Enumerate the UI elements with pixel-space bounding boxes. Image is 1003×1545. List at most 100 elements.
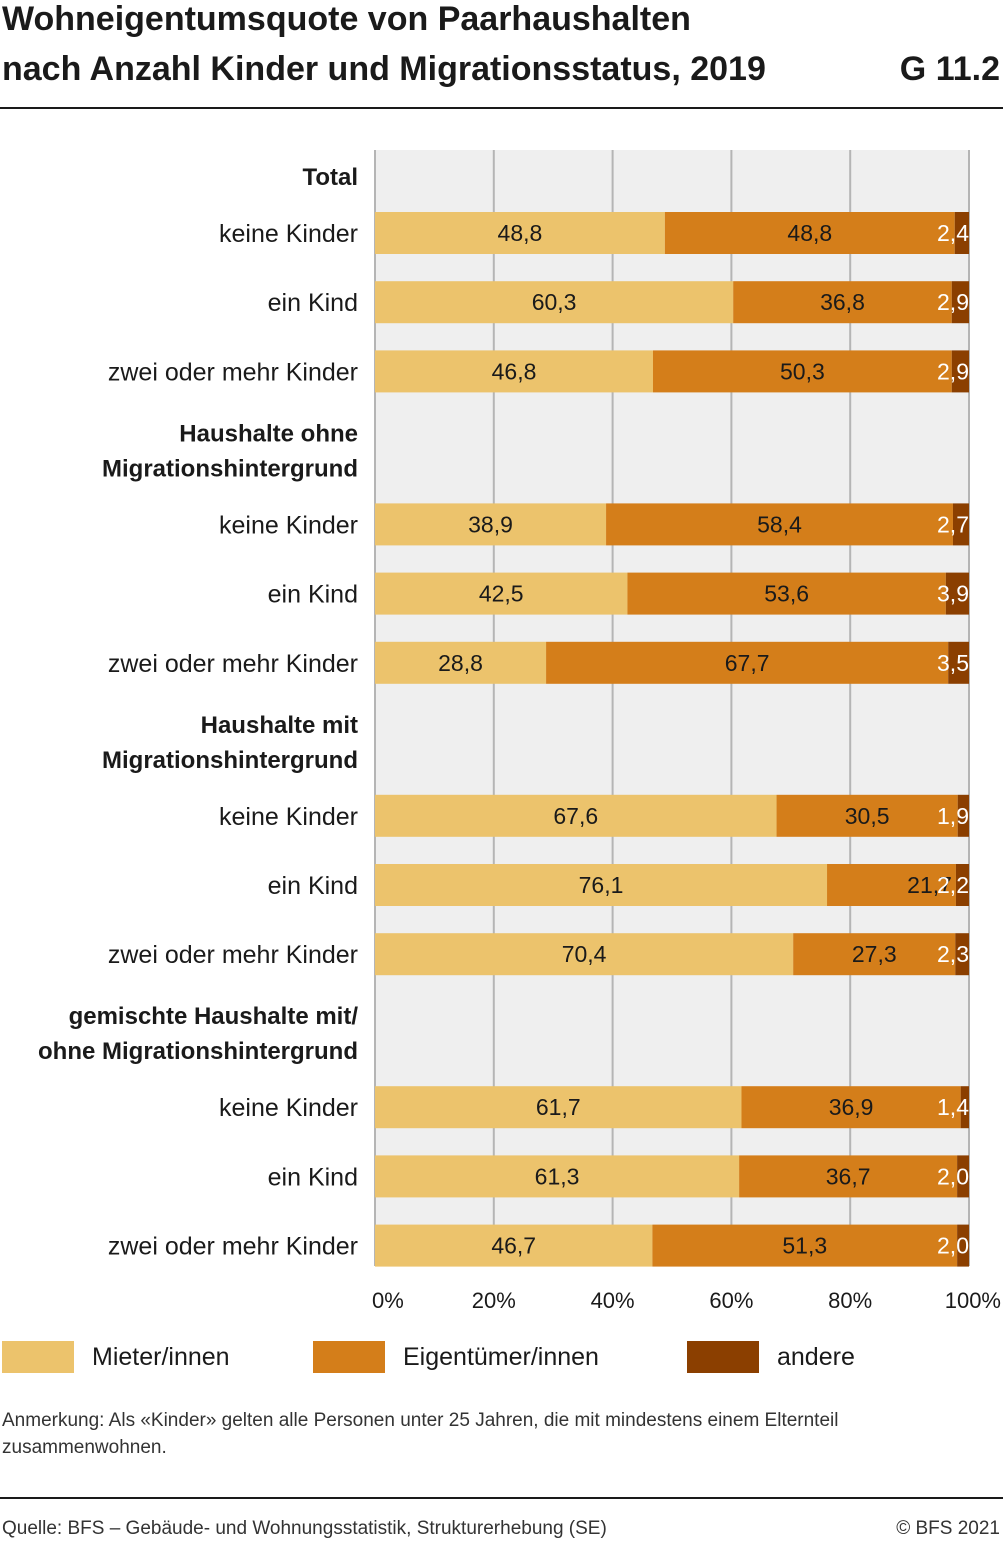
bar-segment	[664, 212, 955, 254]
bar-value-label: 1,4	[937, 1094, 969, 1120]
bar-value-label: 42,5	[479, 581, 524, 607]
bar-segment	[955, 933, 969, 976]
copyright-text: © BFS 2021	[896, 1518, 1000, 1539]
bar-segment	[957, 1224, 969, 1267]
bar-segment	[951, 281, 969, 324]
bar-segment	[375, 1155, 740, 1198]
x-tick-label: 60%	[709, 1288, 753, 1313]
chart-note: Anmerkung: Als «Kinder» gelten alle Pers…	[2, 1410, 839, 1458]
bar-segment	[741, 1086, 961, 1129]
bar-value-label: 58,4	[757, 511, 802, 537]
x-tick-label: 20%	[472, 1288, 516, 1313]
bar-value-label: 67,7	[725, 650, 770, 676]
bar-segment	[957, 794, 969, 837]
footer-divider	[0, 1497, 1003, 1499]
legend-swatch-eigentuemer	[313, 1341, 385, 1373]
bar-value-label: 51,3	[782, 1233, 827, 1259]
bar-segment	[793, 933, 956, 976]
bar-value-label: 48,8	[787, 220, 832, 246]
x-tick-label: 80%	[828, 1288, 872, 1313]
bar-segment	[948, 641, 969, 684]
bar-segment	[955, 864, 969, 906]
bar-value-label: 61,3	[535, 1163, 580, 1189]
group-heading: Total	[302, 164, 358, 191]
bar-segment	[739, 1155, 958, 1198]
group-heading: Migrationshintergrund	[102, 747, 358, 774]
bar-value-label: 2,2	[937, 872, 969, 898]
plot-background	[375, 150, 969, 1258]
bar-segment	[733, 281, 952, 324]
x-tick-label: 100%	[945, 1288, 1001, 1313]
source-text: Quelle: BFS – Gebäude- und Wohnungsstati…	[2, 1518, 607, 1539]
bar-value-label: 2,3	[937, 941, 969, 967]
bar-value-label: 27,3	[852, 941, 897, 967]
bar-segment	[627, 572, 946, 615]
bar-value-label: 2,7	[937, 511, 969, 537]
bar-value-label: 2,0	[937, 1163, 969, 1189]
row-label: ein Kind	[268, 872, 358, 900]
group-heading: ohne Migrationshintergrund	[38, 1038, 358, 1065]
bar-value-label: 2,9	[937, 358, 969, 384]
bar-value-label: 21,7	[907, 872, 952, 898]
bar-value-label: 36,9	[829, 1094, 874, 1120]
bar-value-label: 48,8	[498, 220, 543, 246]
bar-value-label: 3,5	[937, 650, 969, 676]
bar-segment	[606, 503, 953, 546]
bar-segment	[954, 212, 969, 254]
legend-swatch-mieter	[2, 1341, 74, 1373]
bar-value-label: 30,5	[845, 803, 890, 829]
chart-code: G 11.2	[899, 50, 1000, 88]
row-label: ein Kind	[268, 1163, 358, 1191]
bar-segment	[375, 933, 794, 976]
row-label: zwei oder mehr Kinder	[108, 650, 358, 678]
bar-value-label: 3,9	[937, 581, 969, 607]
bar-segment	[375, 1224, 653, 1267]
group-heading: Haushalte ohne	[179, 420, 358, 447]
bar-segment	[652, 350, 952, 393]
title-divider	[0, 107, 1003, 109]
bar-value-label: 46,7	[491, 1233, 536, 1259]
bar-value-label: 38,9	[468, 511, 513, 537]
bar-value-label: 46,8	[492, 358, 537, 384]
bar-segment	[546, 641, 949, 684]
bar-value-label: 70,4	[562, 941, 607, 967]
bar-value-label: 53,6	[764, 581, 809, 607]
bar-segment	[375, 212, 665, 254]
row-label: ein Kind	[268, 581, 358, 609]
bar-segment	[375, 1086, 742, 1129]
bar-segment	[375, 281, 734, 324]
bar-segment	[375, 572, 628, 615]
bar-value-label: 2,4	[937, 220, 969, 246]
group-heading: Haushalte mit	[201, 712, 358, 739]
bar-value-label: 60,3	[532, 289, 577, 315]
bar-value-label: 61,7	[536, 1094, 581, 1120]
bar-segment	[375, 503, 607, 546]
bar-value-label: 28,8	[438, 650, 483, 676]
row-label: keine Kinder	[219, 511, 358, 539]
legend-label-andere: andere	[777, 1343, 855, 1371]
bar-value-label: 36,8	[820, 289, 865, 315]
legend-label-eigentuemer: Eigentümer/innen	[403, 1343, 599, 1371]
bar-segment	[375, 641, 547, 684]
row-label: keine Kinder	[219, 220, 358, 248]
bar-segment	[945, 572, 969, 615]
legend-label-mieter: Mieter/innen	[92, 1343, 230, 1371]
bar-value-label: 76,1	[579, 872, 624, 898]
bar-value-label: 2,0	[937, 1233, 969, 1259]
bar-segment	[951, 350, 969, 393]
row-label: keine Kinder	[219, 803, 358, 831]
bar-segment	[652, 1224, 958, 1267]
bar-segment	[375, 794, 777, 837]
row-label: ein Kind	[268, 289, 358, 317]
bar-value-label: 2,9	[937, 289, 969, 315]
row-label: zwei oder mehr Kinder	[108, 1233, 358, 1261]
bar-segment	[952, 503, 969, 546]
bar-segment	[375, 864, 828, 906]
group-heading: Migrationshintergrund	[102, 455, 358, 482]
bar-segment	[960, 1086, 969, 1129]
row-label: keine Kinder	[219, 1094, 358, 1122]
bar-value-label: 1,9	[937, 803, 969, 829]
group-heading: gemischte Haushalte mit/	[69, 1003, 359, 1030]
bar-segment	[776, 794, 958, 837]
chart-title-line-2: nach Anzahl Kinder und Migrationsstatus,…	[2, 50, 766, 88]
